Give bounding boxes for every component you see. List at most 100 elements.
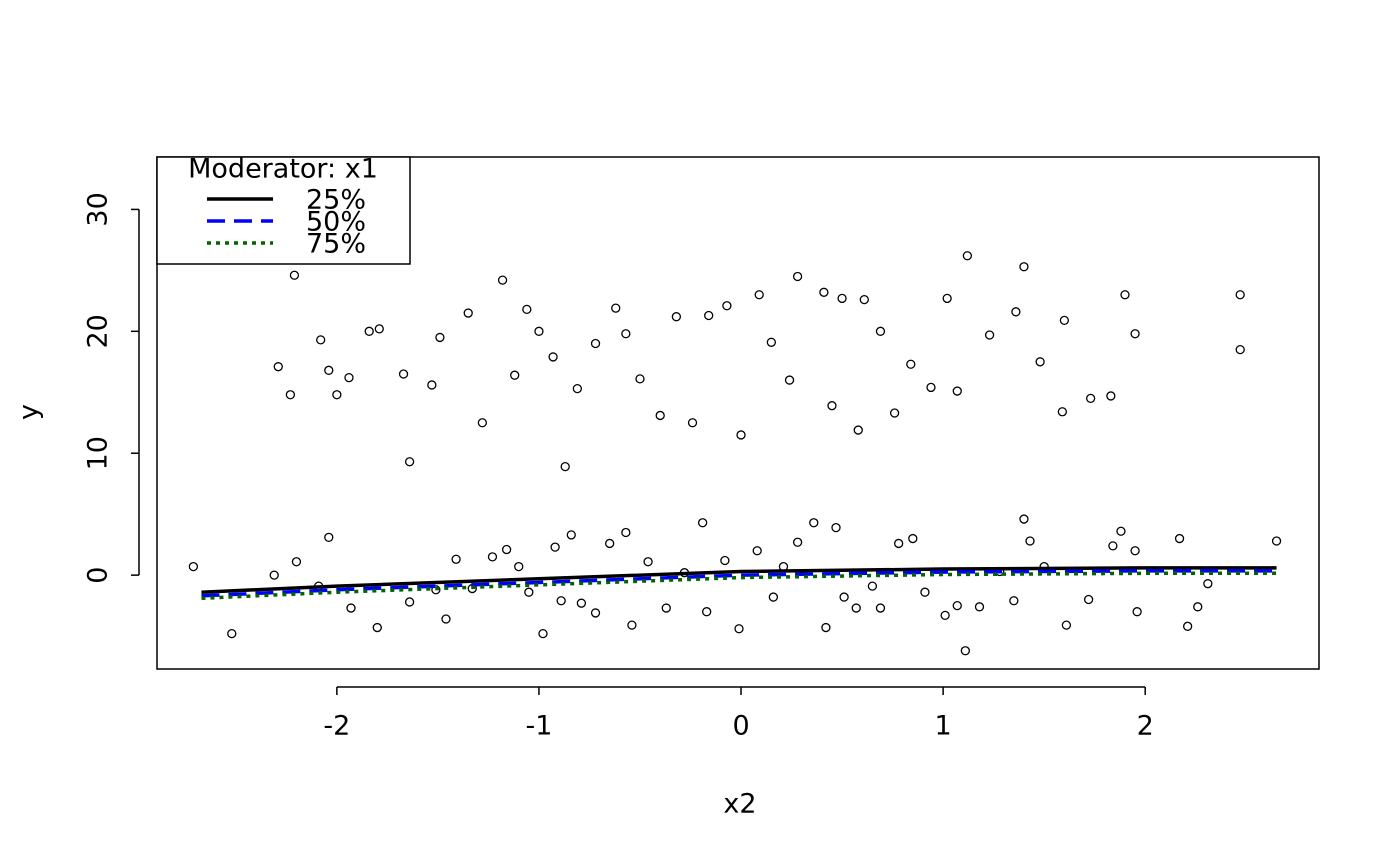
point (754, 290, 764, 300)
point (831, 522, 841, 533)
point (1130, 329, 1140, 339)
point (734, 624, 744, 634)
line (201, 569, 1277, 598)
point (960, 646, 970, 656)
point (867, 581, 878, 591)
point (501, 544, 512, 555)
point (720, 555, 730, 566)
point (1019, 262, 1029, 272)
point (853, 425, 863, 435)
point (427, 380, 437, 390)
point (809, 518, 819, 528)
point (906, 359, 916, 369)
point (1271, 536, 1282, 546)
point (952, 386, 962, 396)
point (875, 326, 886, 336)
point (1025, 536, 1035, 546)
y-tick-label: 0 (83, 567, 114, 584)
point (894, 538, 904, 549)
point (1174, 533, 1185, 544)
point (671, 312, 682, 322)
point (550, 542, 560, 552)
point (621, 527, 631, 538)
point (404, 457, 415, 467)
point (548, 352, 558, 362)
point (324, 532, 334, 542)
point (522, 304, 532, 315)
point (722, 301, 732, 311)
point (851, 603, 861, 613)
point (1106, 391, 1116, 401)
legend-label: 50% (306, 207, 366, 238)
point (974, 602, 985, 612)
point (784, 375, 795, 385)
point (920, 587, 930, 597)
point (316, 335, 326, 345)
legend-label: 25% (306, 185, 366, 216)
point (556, 596, 566, 606)
point (374, 324, 384, 334)
point (984, 330, 995, 340)
point (451, 554, 461, 564)
point (792, 537, 803, 547)
legend-box (156, 156, 411, 265)
point (477, 418, 488, 428)
point (590, 338, 601, 349)
point (364, 326, 374, 336)
x-tick-label: -2 (323, 711, 350, 742)
legend-title: Moderator: x1 (188, 154, 378, 185)
point (768, 592, 779, 602)
point (704, 310, 714, 321)
point (285, 390, 296, 400)
point (324, 365, 334, 375)
point (289, 270, 300, 280)
point (566, 530, 576, 540)
point (441, 614, 451, 624)
x-tick-label: 0 (732, 711, 749, 742)
point (827, 401, 837, 411)
point (821, 622, 831, 633)
point (576, 598, 587, 608)
point (560, 461, 570, 472)
point (605, 538, 615, 549)
point (940, 610, 950, 621)
point (590, 608, 601, 618)
y-tick-label: 10 (83, 436, 114, 470)
point (611, 303, 621, 313)
point (269, 570, 279, 580)
point (1120, 290, 1130, 300)
point (346, 603, 356, 613)
point (273, 362, 283, 372)
point (926, 382, 936, 393)
point (1019, 514, 1029, 524)
x-tick-label: -1 (525, 711, 552, 742)
point (404, 597, 415, 607)
x-tick-label: 1 (935, 711, 952, 742)
point (514, 561, 524, 572)
point (534, 326, 544, 336)
point (497, 275, 508, 285)
point (1035, 357, 1045, 367)
point (1182, 621, 1193, 631)
point (766, 337, 776, 347)
x-tick-label: 2 (1137, 711, 1154, 742)
y-tick-label: 30 (83, 192, 114, 226)
point (792, 271, 803, 282)
point (435, 332, 445, 343)
point (1116, 526, 1126, 536)
point (687, 418, 698, 428)
point (952, 600, 962, 611)
point (1193, 602, 1203, 612)
point (621, 329, 631, 339)
point (839, 592, 849, 602)
legend-label: 75% (306, 229, 366, 260)
point (1085, 393, 1096, 404)
point (1011, 307, 1021, 317)
point (1059, 315, 1070, 326)
point (908, 533, 918, 544)
point (859, 294, 869, 305)
point (431, 585, 441, 595)
line (201, 566, 1277, 594)
